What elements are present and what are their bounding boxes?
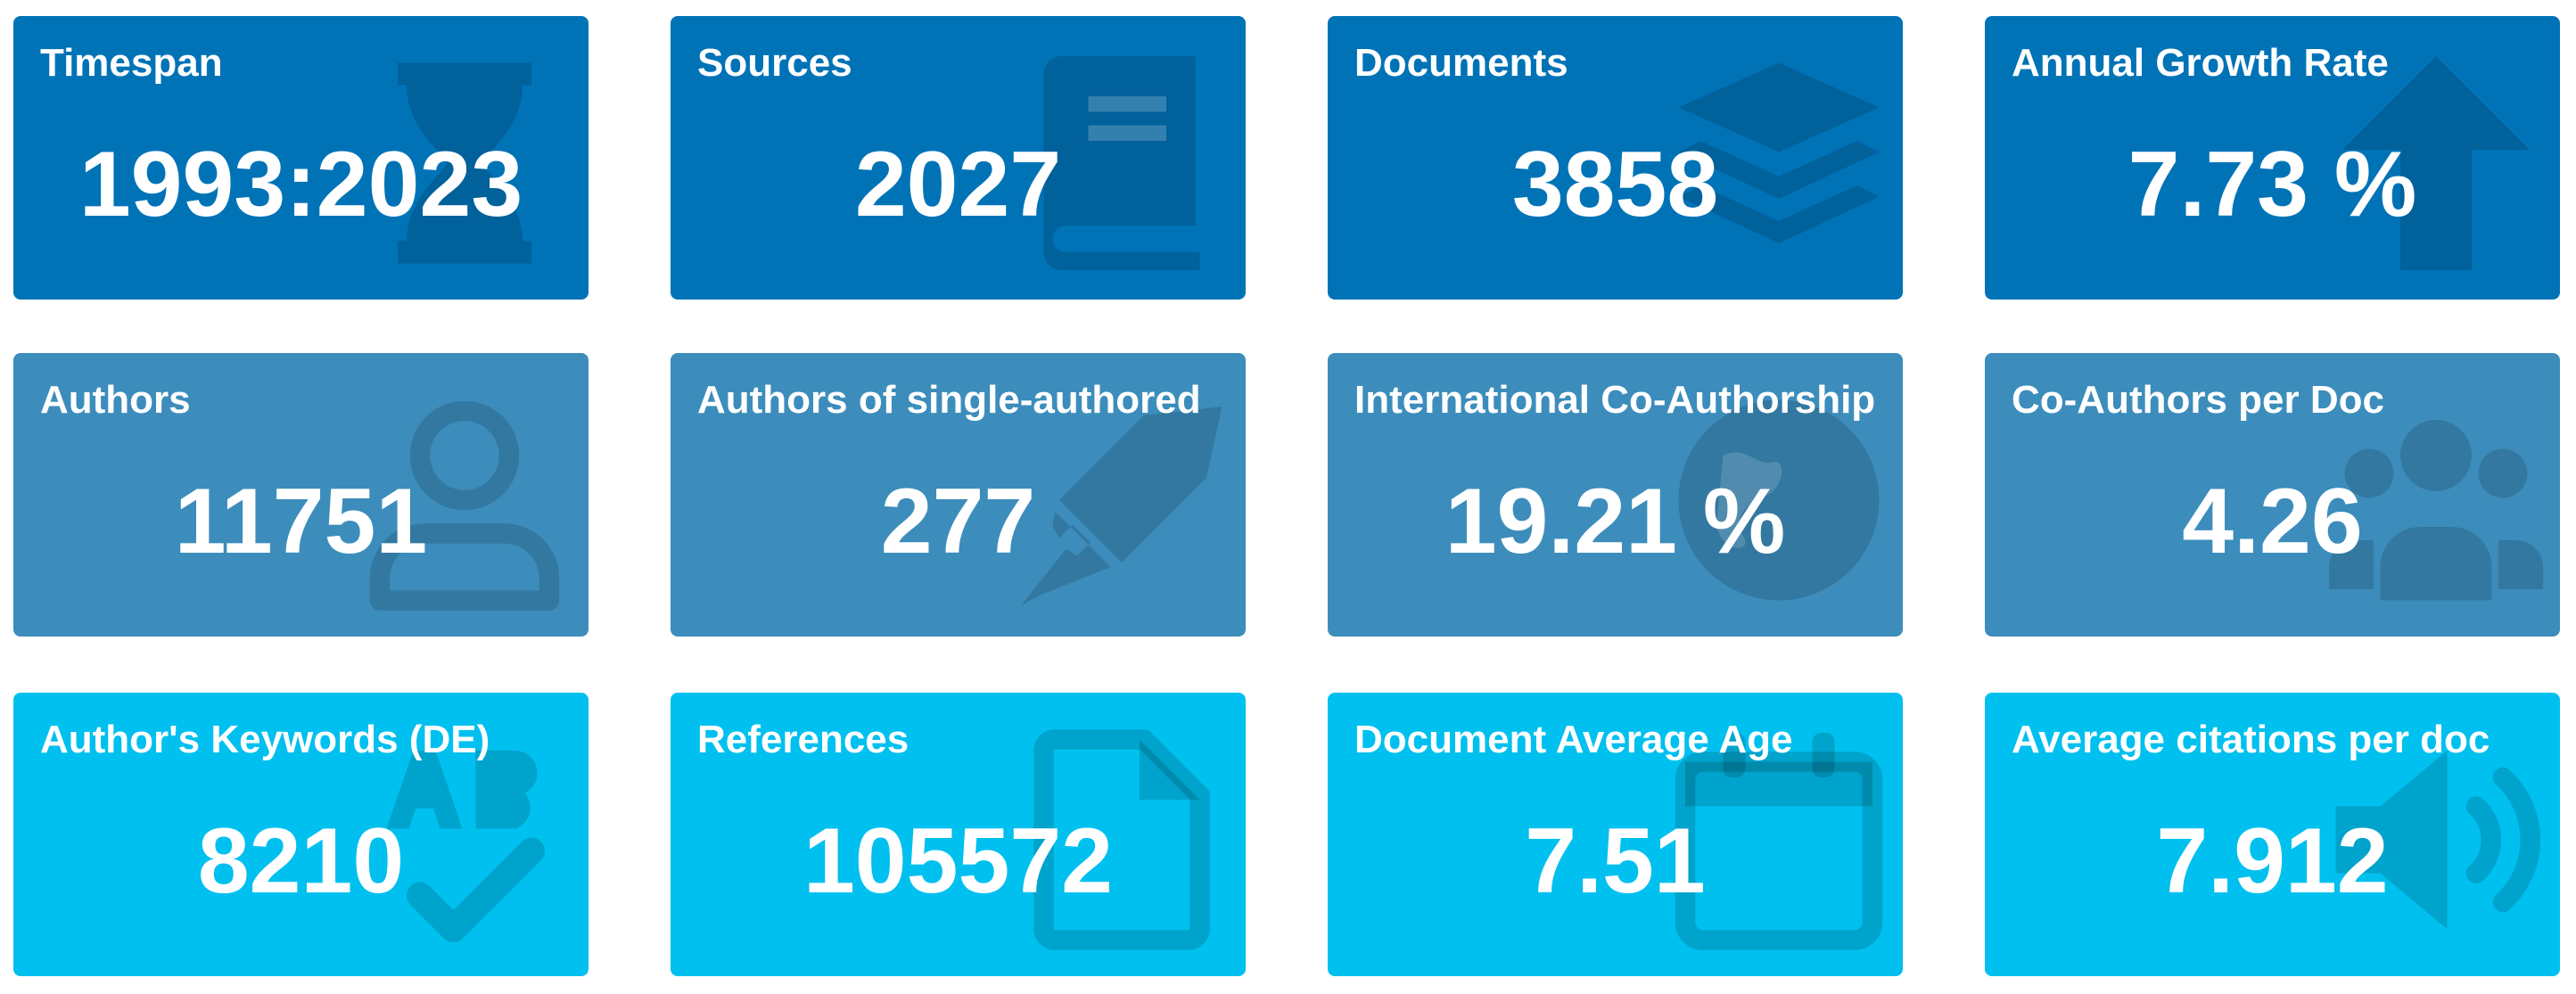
card-icon — [1033, 729, 1210, 950]
card-title: References — [697, 718, 909, 761]
card-value: 7.51 — [1525, 809, 1706, 913]
card-icon — [369, 400, 560, 611]
stat-card: International Co-Authorship 19.21 % — [1328, 353, 1903, 637]
card-title: Documents — [1354, 41, 1568, 85]
card-value: 2027 — [854, 133, 1062, 236]
card-value: 7.73 % — [2127, 133, 2417, 236]
card-title: Document Average Age — [1354, 718, 1793, 761]
card-icon — [398, 62, 531, 264]
card-icon — [1043, 56, 1200, 270]
card-title: Timespan — [40, 41, 223, 85]
stat-card: References 105572 — [671, 693, 1246, 976]
card-icon — [1678, 62, 1880, 243]
card-icon — [2329, 420, 2543, 601]
card-value: 105572 — [802, 809, 1114, 913]
stat-card: Author's Keywords (DE) 8210 — [13, 693, 588, 976]
card-title: Authors — [40, 378, 191, 422]
card-value: 3858 — [1511, 133, 1719, 236]
card-title: Sources — [697, 41, 852, 85]
card-value: 4.26 — [2182, 470, 2363, 573]
stat-card: Average citations per doc 7.912 — [1985, 693, 2560, 976]
stat-card: Authors 11751 — [13, 353, 588, 637]
card-title: Author's Keywords (DE) — [40, 718, 490, 761]
stat-card: Co-Authors per Doc 4.26 — [1985, 353, 2560, 637]
card-icon — [1021, 407, 1222, 605]
card-value: 7.912 — [2156, 809, 2389, 913]
card-value: 8210 — [197, 809, 405, 913]
card-icon — [2335, 751, 2541, 929]
card-title: Co-Authors per Doc — [2012, 378, 2384, 422]
card-title: International Co-Authorship — [1354, 378, 1876, 422]
stat-card: Document Average Age 7.51 — [1328, 693, 1903, 976]
card-value: 19.21 % — [1444, 470, 1786, 573]
card-value: 277 — [880, 470, 1036, 573]
stat-card: Timespan 1993:2023 — [13, 16, 588, 300]
card-icon — [1675, 733, 1883, 950]
stat-card: Authors of single-authored 277 — [671, 353, 1246, 637]
card-title: Annual Growth Rate — [2012, 41, 2389, 85]
card-title: Authors of single-authored — [697, 378, 1201, 422]
card-icon — [386, 751, 545, 942]
card-value: 1993:2023 — [78, 133, 523, 236]
card-icon — [2342, 56, 2530, 270]
stat-card: Documents 3858 — [1328, 16, 1903, 300]
card-icon — [1678, 399, 1880, 601]
card-title: Average citations per doc — [2012, 718, 2490, 761]
card-value: 11751 — [174, 470, 428, 573]
stat-card: Annual Growth Rate 7.73 % — [1985, 16, 2560, 300]
stat-card: Sources 2027 — [671, 16, 1246, 300]
